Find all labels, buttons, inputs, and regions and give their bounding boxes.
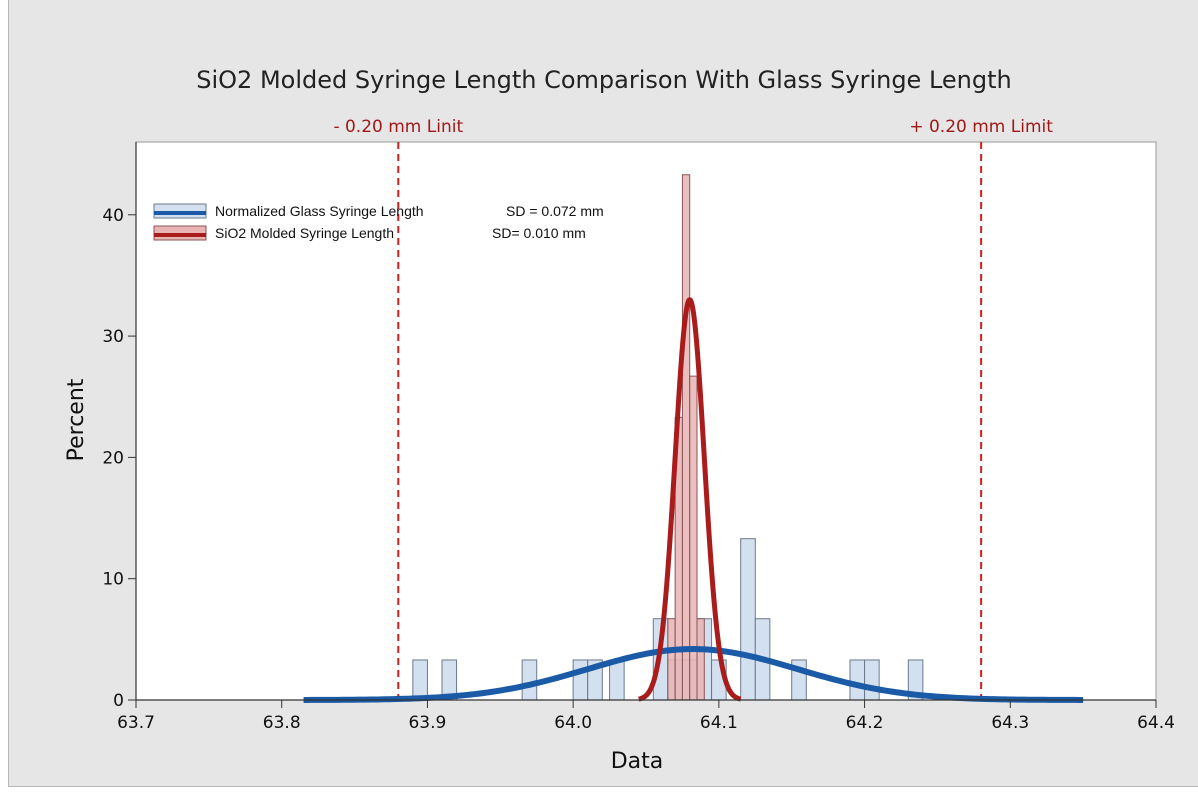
- y-tick-label: 40: [102, 206, 124, 226]
- y-axis-title: Percent: [64, 378, 89, 461]
- legend-label-1: Normalized Glass Syringe Length: [215, 203, 424, 219]
- histogram-bar: [696, 618, 705, 701]
- legend-sd-2: SD= 0.010 mm: [492, 225, 586, 241]
- histogram-chart: SiO2 Molded Syringe Length Comparison Wi…: [64, 66, 1175, 774]
- histogram-bar: [609, 659, 625, 701]
- histogram-bar: [681, 174, 691, 701]
- y-tick-label: 10: [102, 570, 124, 590]
- fit-curve-2: [636, 297, 743, 702]
- fit-curves: [303, 297, 1084, 703]
- histogram-bar: [667, 618, 676, 701]
- legend: Normalized Glass Syringe Length SD = 0.07…: [151, 194, 604, 284]
- y-axis: 0 10 20 30 40: [102, 142, 137, 711]
- fit-curve-1: [303, 646, 1084, 703]
- legend-label-2: SiO2 Molded Syringe Length: [215, 225, 394, 241]
- x-tick-label: 63.8: [263, 713, 301, 733]
- x-tick-label: 64.4: [1137, 713, 1175, 733]
- chart-title: SiO2 Molded Syringe Length Comparison Wi…: [196, 66, 1011, 94]
- x-tick-label: 64.3: [991, 713, 1029, 733]
- reference-line-label-2: + 0.20 mm Limit: [909, 117, 1053, 137]
- legend-sd-1: SD = 0.072 mm: [506, 203, 604, 219]
- x-tick-label: 63.7: [117, 713, 155, 733]
- histogram-bar: [740, 538, 756, 701]
- x-axis-title: Data: [611, 749, 664, 774]
- x-tick-label: 64.1: [700, 713, 738, 733]
- reference-line-label-1: - 0.20 mm Linit: [333, 117, 463, 137]
- y-tick-label: 20: [102, 448, 124, 468]
- histogram-bar: [849, 659, 866, 701]
- y-tick-label: 0: [113, 691, 124, 711]
- x-tick-label: 64.0: [554, 713, 592, 733]
- x-tick-label: 64.2: [846, 713, 884, 733]
- chart-frame: SiO2 Molded Syringe Length Comparison Wi…: [8, 0, 1198, 787]
- histogram-bar: [521, 659, 538, 701]
- x-axis: 63.7 63.8 63.9 64.0 64.1 64.2 64.3 64.4: [117, 699, 1175, 733]
- y-tick-label: 30: [102, 327, 124, 347]
- x-tick-label: 63.9: [408, 713, 446, 733]
- histogram-bar: [864, 659, 880, 701]
- histogram-bars: [412, 174, 924, 701]
- histogram-bar: [572, 659, 589, 701]
- reference-lines: - 0.20 mm Linit + 0.20 mm Limit: [333, 117, 1053, 700]
- histogram-bar: [412, 659, 428, 701]
